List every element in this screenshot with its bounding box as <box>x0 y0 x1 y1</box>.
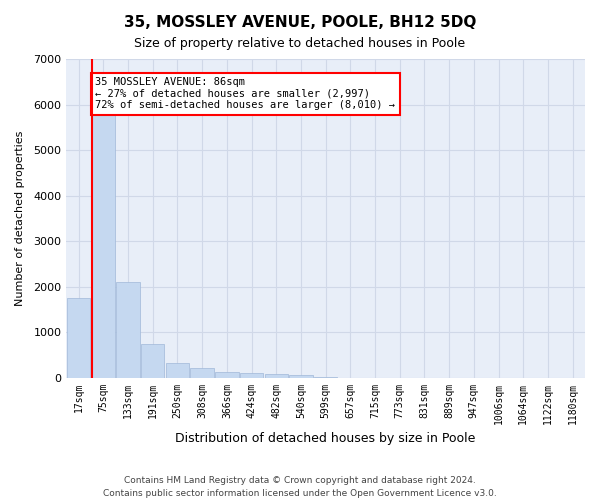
Bar <box>215 372 239 378</box>
Bar <box>116 282 140 378</box>
Text: Contains public sector information licensed under the Open Government Licence v3: Contains public sector information licen… <box>103 488 497 498</box>
Bar <box>92 109 115 378</box>
Bar <box>314 376 337 378</box>
Bar <box>141 344 164 378</box>
Bar <box>240 373 263 378</box>
Text: 35 MOSSLEY AVENUE: 86sqm
← 27% of detached houses are smaller (2,997)
72% of sem: 35 MOSSLEY AVENUE: 86sqm ← 27% of detach… <box>95 77 395 110</box>
Text: Size of property relative to detached houses in Poole: Size of property relative to detached ho… <box>134 38 466 51</box>
Y-axis label: Number of detached properties: Number of detached properties <box>15 130 25 306</box>
X-axis label: Distribution of detached houses by size in Poole: Distribution of detached houses by size … <box>175 432 476 445</box>
Bar <box>289 375 313 378</box>
Bar <box>265 374 288 378</box>
Text: Contains HM Land Registry data © Crown copyright and database right 2024.: Contains HM Land Registry data © Crown c… <box>124 476 476 485</box>
Bar <box>190 368 214 378</box>
Bar <box>166 362 189 378</box>
Text: 35, MOSSLEY AVENUE, POOLE, BH12 5DQ: 35, MOSSLEY AVENUE, POOLE, BH12 5DQ <box>124 15 476 30</box>
Bar <box>67 298 91 378</box>
